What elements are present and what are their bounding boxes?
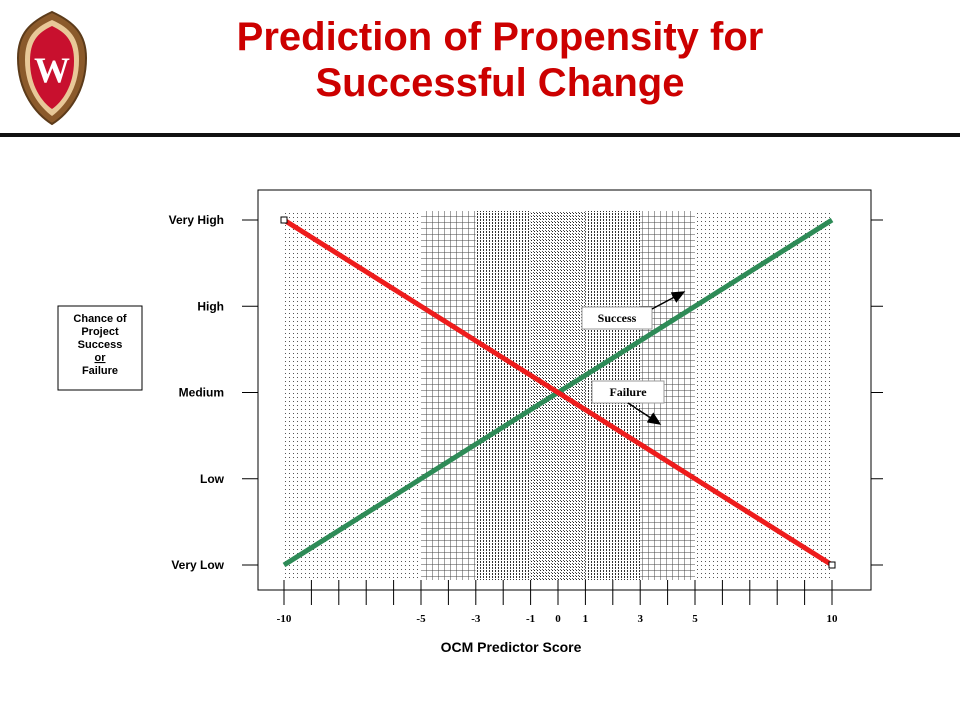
failure-endpoint-marker-0 [280,216,288,224]
band-1 [421,211,476,580]
band-6 [695,211,832,580]
x-axis: -10 -5 -3 -1 0 1 3 5 10 [277,580,838,625]
x-tick-label-3: 3 [637,613,643,625]
x-tick-label-0: 0 [555,613,561,625]
y-label-line-5: Failure [82,365,118,377]
x-tick-label--10: -10 [277,613,292,625]
title-divider [0,133,960,137]
success-callout-box [581,306,653,330]
series-lines [280,216,836,569]
x-tick-label-10: 10 [827,613,839,625]
y-label-box: Chance of Project Success or Failure [57,305,143,391]
slide-title-line1: Prediction of Propensity for [236,15,764,59]
y-label-line-4: or [95,352,107,364]
failure-callout: Failure [591,380,665,425]
band-3 [530,211,586,580]
y-label-box-frame [57,305,143,391]
y-label-line-2: Project [81,326,119,338]
success-callout-arrow [651,291,686,310]
crest-letter: W [34,50,70,90]
failure-callout-label: Failure [609,385,647,399]
failure-endpoint-marker-1 [828,561,836,569]
series-line-failure [282,217,834,568]
x-tick-label--5: -5 [416,613,426,625]
university-crest-logo: W [16,10,88,126]
shaded-bands [284,211,832,580]
band-2 [475,211,531,580]
y-label-line-1: Chance of [73,313,127,325]
x-tick-label--3: -3 [471,613,481,625]
slide-title: Prediction of Propensity for Successful … [100,14,900,106]
y-tick-label-4: Very High [169,213,224,227]
y-tick-label-0: Very Low [171,558,224,572]
y-label-line-3: Success [78,339,123,351]
success-callout: Success [581,291,686,330]
slide-title-line2: Successful Change [315,61,685,105]
x-axis-title: OCM Predictor Score [441,639,582,655]
y-axis: Very Low Low Medium High Very High [169,213,883,572]
x-tick-label-5: 5 [692,613,698,625]
band-0 [284,211,421,580]
x-tick-label--1: -1 [526,613,535,625]
y-tick-label-3: High [197,299,224,313]
x-tick-label-1: 1 [583,613,589,625]
y-tick-label-1: Low [200,472,225,486]
y-tick-label-2: Medium [179,386,224,400]
failure-callout-arrow [627,402,662,425]
success-callout-label: Success [598,311,637,325]
plot-frame [257,189,872,591]
